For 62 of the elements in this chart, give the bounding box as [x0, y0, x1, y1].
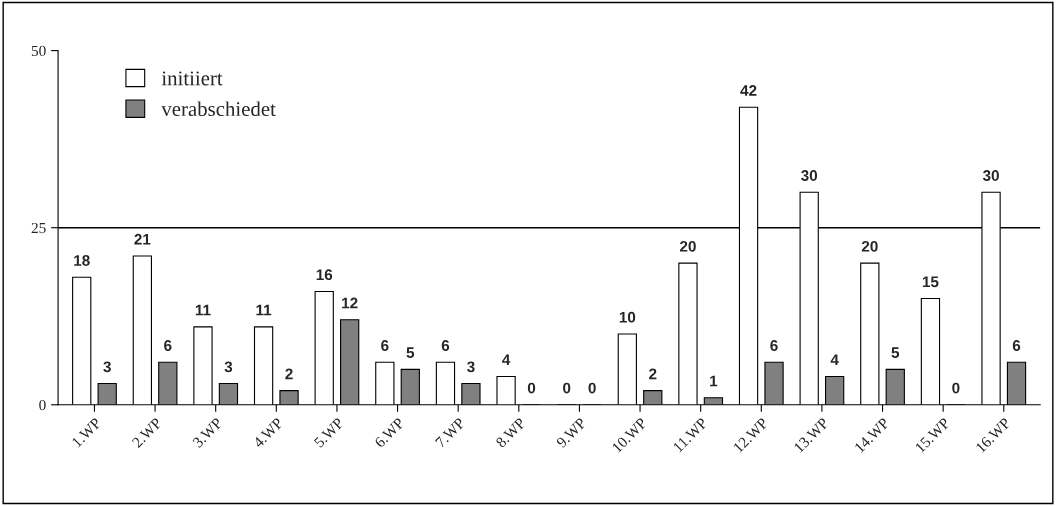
- bar: [340, 319, 360, 405]
- bar: [461, 382, 481, 405]
- bar: [375, 361, 395, 405]
- bar: [1006, 361, 1027, 405]
- data-label: 6: [381, 340, 389, 351]
- data-label: 16: [316, 269, 333, 281]
- data-label: 0: [563, 382, 571, 394]
- bar: [218, 382, 239, 405]
- data-label: 30: [801, 170, 818, 181]
- data-label: 2: [285, 368, 293, 380]
- y-tick-label: 50: [31, 45, 46, 57]
- bar: [193, 326, 213, 405]
- data-label: 4: [502, 354, 511, 365]
- data-label: 42: [740, 85, 757, 96]
- data-label: 20: [861, 240, 878, 252]
- data-label: 30: [982, 170, 999, 181]
- data-label: 5: [891, 347, 900, 359]
- bar: [764, 361, 784, 405]
- bar: [496, 375, 516, 405]
- bar: [97, 382, 117, 405]
- data-label: 4: [830, 354, 839, 365]
- bar: [920, 297, 941, 405]
- data-label: 6: [441, 340, 450, 351]
- bar: [860, 262, 880, 405]
- bar: [678, 262, 698, 405]
- bar: [435, 361, 456, 405]
- data-label: 11: [256, 304, 272, 316]
- bar: [617, 333, 637, 405]
- legend-label: verabschiedet: [161, 101, 276, 117]
- data-label: 12: [342, 297, 358, 309]
- data-label: 21: [134, 233, 151, 245]
- y-tick-label: 25: [31, 222, 46, 234]
- data-label: 20: [679, 240, 696, 252]
- data-label: 6: [164, 340, 172, 351]
- data-label: 5: [406, 347, 415, 359]
- data-label: 0: [588, 382, 596, 394]
- data-label: 3: [467, 361, 475, 373]
- bar: [72, 276, 92, 405]
- data-label: 6: [1012, 340, 1021, 351]
- bar: [279, 390, 299, 405]
- data-label: 3: [103, 361, 111, 373]
- bar: [132, 255, 152, 405]
- data-label: 10: [619, 311, 636, 323]
- bar: [314, 290, 334, 405]
- bar: [400, 368, 420, 405]
- data-label: 11: [195, 304, 211, 316]
- legend-label: initiiert: [161, 71, 223, 86]
- bar: [885, 368, 905, 405]
- data-label: 15: [922, 276, 939, 288]
- data-label: 2: [649, 368, 657, 380]
- bar: [158, 361, 178, 405]
- y-tick-label: 0: [39, 399, 46, 411]
- bar: [825, 375, 845, 405]
- data-label: 0: [952, 382, 960, 394]
- bar: [703, 397, 724, 405]
- data-label: 1: [710, 375, 718, 387]
- data-label: 6: [770, 340, 778, 351]
- data-label: 0: [527, 382, 536, 394]
- bar: [253, 326, 274, 405]
- data-label: 3: [224, 361, 233, 373]
- data-label: 18: [74, 255, 90, 266]
- bar: [643, 390, 663, 405]
